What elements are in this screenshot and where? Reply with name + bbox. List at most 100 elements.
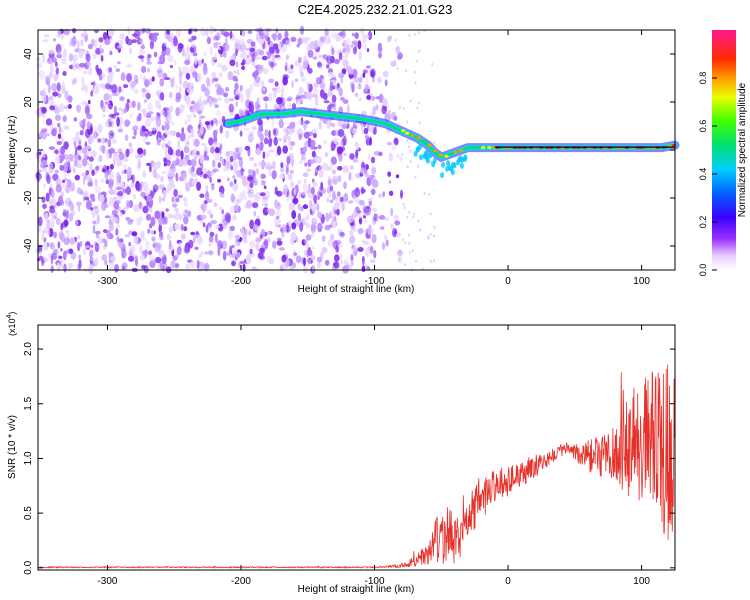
noise-blob <box>357 247 364 252</box>
noise-blob <box>58 126 62 134</box>
noise-blob <box>220 157 225 167</box>
noise-blob <box>74 174 81 181</box>
noise-blob <box>327 175 331 181</box>
noise-blob <box>333 261 340 269</box>
noise-blob <box>289 152 294 159</box>
noise-blob <box>369 246 374 255</box>
noise-blob <box>416 106 419 110</box>
noise-blob <box>55 184 62 193</box>
noise-blob <box>161 125 165 131</box>
noise-blob <box>104 38 111 46</box>
noise-blob <box>201 58 205 64</box>
noise-blob <box>184 263 191 270</box>
noise-blob <box>333 216 337 222</box>
noise-blob <box>51 83 58 92</box>
noise-blob <box>117 45 124 49</box>
noise-blob <box>119 116 124 124</box>
noise-blob <box>349 68 354 76</box>
noise-blob <box>280 166 285 173</box>
noise-blob <box>155 117 162 127</box>
noise-blob <box>106 230 110 241</box>
noise-blob <box>81 101 88 106</box>
noise-blob <box>349 235 356 244</box>
trace-hotspot <box>444 154 449 158</box>
noise-blob <box>289 195 294 201</box>
noise-blob <box>48 208 56 214</box>
noise-blob <box>67 95 73 103</box>
noise-blob <box>210 171 215 176</box>
noise-blob <box>141 125 146 132</box>
noise-blob <box>366 65 371 69</box>
noise-blob <box>232 182 239 192</box>
noise-blob <box>133 129 137 136</box>
noise-blob <box>87 181 93 187</box>
noise-blob <box>278 138 283 142</box>
noise-blob <box>170 78 175 88</box>
noise-blob <box>331 94 337 103</box>
noise-blob <box>352 209 357 216</box>
noise-blob <box>85 199 92 210</box>
noise-blob <box>384 79 388 87</box>
noise-blob <box>401 153 404 156</box>
noise-blob <box>98 83 105 88</box>
noise-blob <box>150 127 157 131</box>
noise-blob <box>187 148 191 154</box>
noise-blob <box>69 202 75 212</box>
noise-blob <box>57 241 61 249</box>
noise-blob <box>106 74 113 84</box>
noise-blob <box>86 150 91 155</box>
noise-blob <box>243 238 248 244</box>
noise-blob <box>247 174 254 183</box>
noise-blob <box>75 220 79 226</box>
noise-blob <box>290 64 294 70</box>
noise-blob <box>298 132 303 141</box>
noise-blob <box>108 67 112 73</box>
noise-blob <box>221 64 228 72</box>
noise-blob <box>71 28 77 34</box>
noise-blob <box>190 128 195 136</box>
noise-blob <box>250 41 256 47</box>
noise-blob <box>317 144 322 150</box>
noise-blob <box>205 155 210 161</box>
noise-blob <box>157 160 161 169</box>
noise-blob <box>219 53 223 58</box>
noise-blob <box>352 158 359 163</box>
noise-blob <box>94 178 98 187</box>
noise-blob <box>233 70 237 74</box>
noise-blob <box>130 80 136 89</box>
noise-blob <box>189 46 193 53</box>
noise-blob <box>143 148 147 156</box>
noise-blob <box>162 189 167 199</box>
noise-blob <box>284 30 289 39</box>
noise-blob <box>224 160 230 170</box>
noise-blob <box>175 92 182 100</box>
noise-blob <box>287 173 293 181</box>
noise-blob <box>54 169 59 174</box>
noise-blob <box>134 29 141 39</box>
noise-blob <box>54 149 59 155</box>
noise-blob <box>186 103 191 108</box>
noise-blob <box>88 264 94 275</box>
noise-blob <box>345 38 352 45</box>
noise-blob <box>124 119 130 128</box>
noise-blob <box>362 72 366 78</box>
noise-blob <box>267 36 271 46</box>
noise-blob <box>69 237 76 245</box>
noise-blob <box>287 127 291 133</box>
noise-blob <box>231 252 236 258</box>
noise-blob <box>48 227 54 238</box>
noise-blob <box>73 168 76 174</box>
snr-series-line <box>37 364 675 569</box>
noise-blob <box>125 186 131 195</box>
noise-blob <box>280 162 284 169</box>
noise-blob <box>293 188 297 196</box>
noise-blob <box>324 28 329 36</box>
noise-blob <box>173 37 178 47</box>
noise-blob <box>300 71 304 78</box>
noise-blob <box>184 51 190 61</box>
noise-blob <box>101 104 106 113</box>
noise-blob <box>300 206 304 212</box>
noise-blob <box>229 181 233 187</box>
noise-blob <box>338 31 345 37</box>
noise-blob <box>323 100 330 104</box>
